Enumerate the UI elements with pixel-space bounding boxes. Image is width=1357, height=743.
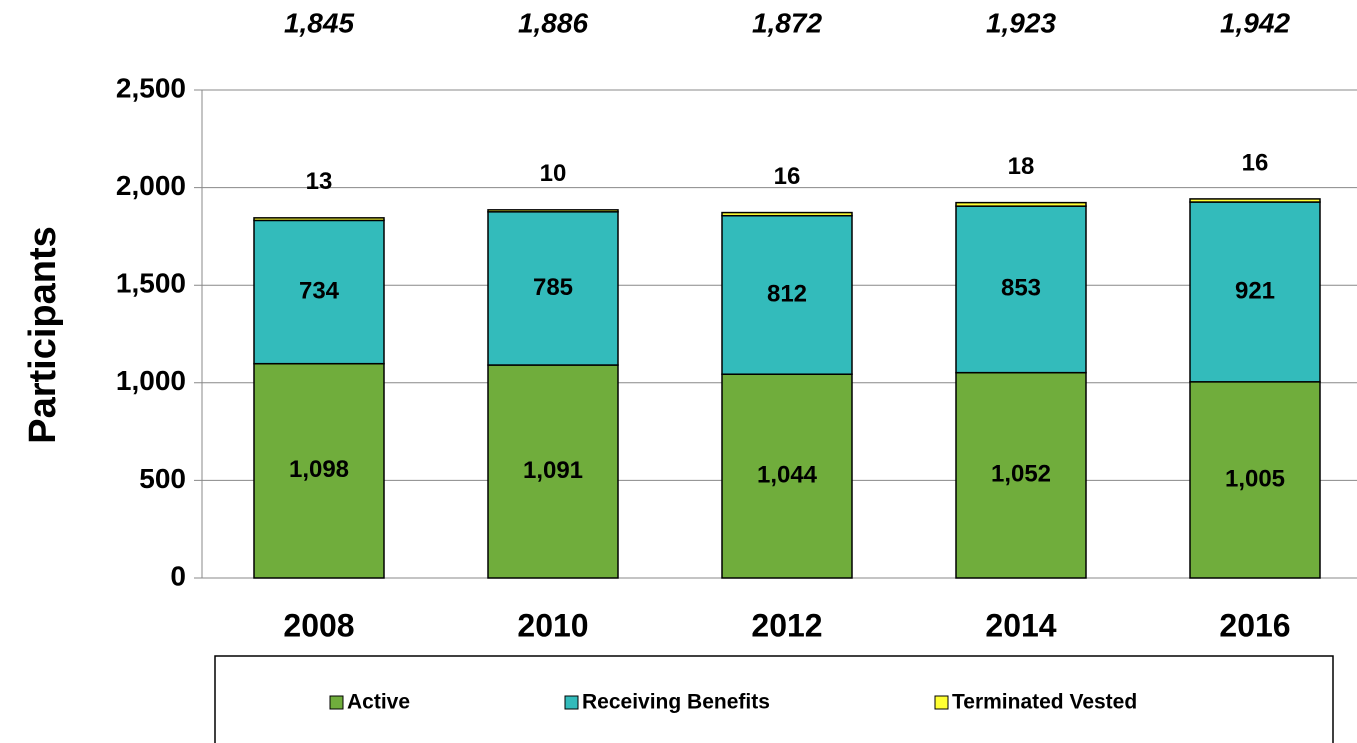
legend-box	[214, 655, 1334, 743]
total-label: 1,872	[752, 7, 822, 38]
bar-segment	[253, 219, 385, 365]
bar-segment	[955, 371, 1087, 579]
x-tick-label: 2010	[517, 607, 588, 643]
bar-segment	[253, 362, 385, 579]
bar-segment	[1189, 201, 1321, 383]
x-tick-label: 2016	[1219, 607, 1290, 643]
total-label: 1,942	[1220, 7, 1290, 38]
value-label: 921	[1235, 277, 1275, 304]
y-tick-label: 2,000	[116, 170, 186, 201]
bar-segment	[1189, 198, 1321, 203]
value-label: 18	[1008, 153, 1035, 180]
total-label: 1,845	[284, 7, 354, 38]
bar-segment	[253, 217, 385, 222]
y-tick-label: 2,500	[116, 72, 186, 103]
legend-label: Active	[347, 691, 410, 714]
value-label: 1,005	[1225, 465, 1285, 492]
value-label: 16	[1242, 149, 1269, 176]
x-tick-label: 2012	[751, 607, 822, 643]
value-label: 10	[540, 160, 567, 187]
bar-segment	[955, 201, 1087, 207]
bar-segment	[487, 209, 619, 213]
total-label: 1,923	[986, 7, 1056, 38]
bar-segment	[721, 214, 853, 375]
y-axis-label: Participants	[22, 226, 64, 444]
value-label: 1,091	[523, 457, 583, 484]
value-label: 1,098	[289, 456, 349, 483]
value-label: 13	[306, 168, 333, 195]
bar-segment	[721, 211, 853, 217]
y-tick-label: 500	[139, 463, 186, 494]
value-label: 16	[774, 163, 801, 190]
value-label: 734	[299, 277, 340, 304]
total-label: 1,886	[518, 7, 588, 38]
x-tick-label: 2008	[283, 607, 354, 643]
bar-segment	[721, 373, 853, 579]
legend-swatch	[934, 695, 949, 710]
value-label: 785	[533, 274, 573, 301]
y-tick-label: 1,000	[116, 365, 186, 396]
y-tick-label: 1,500	[116, 268, 186, 299]
value-label: 1,052	[991, 461, 1051, 488]
value-label: 812	[767, 280, 807, 307]
y-tick-label: 0	[170, 560, 186, 591]
legend-swatch	[564, 695, 579, 710]
legend-swatch	[329, 695, 344, 710]
value-label: 853	[1001, 275, 1041, 302]
legend-label: Terminated Vested	[952, 691, 1137, 714]
x-tick-label: 2014	[985, 607, 1056, 643]
value-label: 1,044	[757, 461, 818, 488]
legend-label: Receiving Benefits	[582, 691, 770, 714]
bar-segment	[955, 205, 1087, 374]
